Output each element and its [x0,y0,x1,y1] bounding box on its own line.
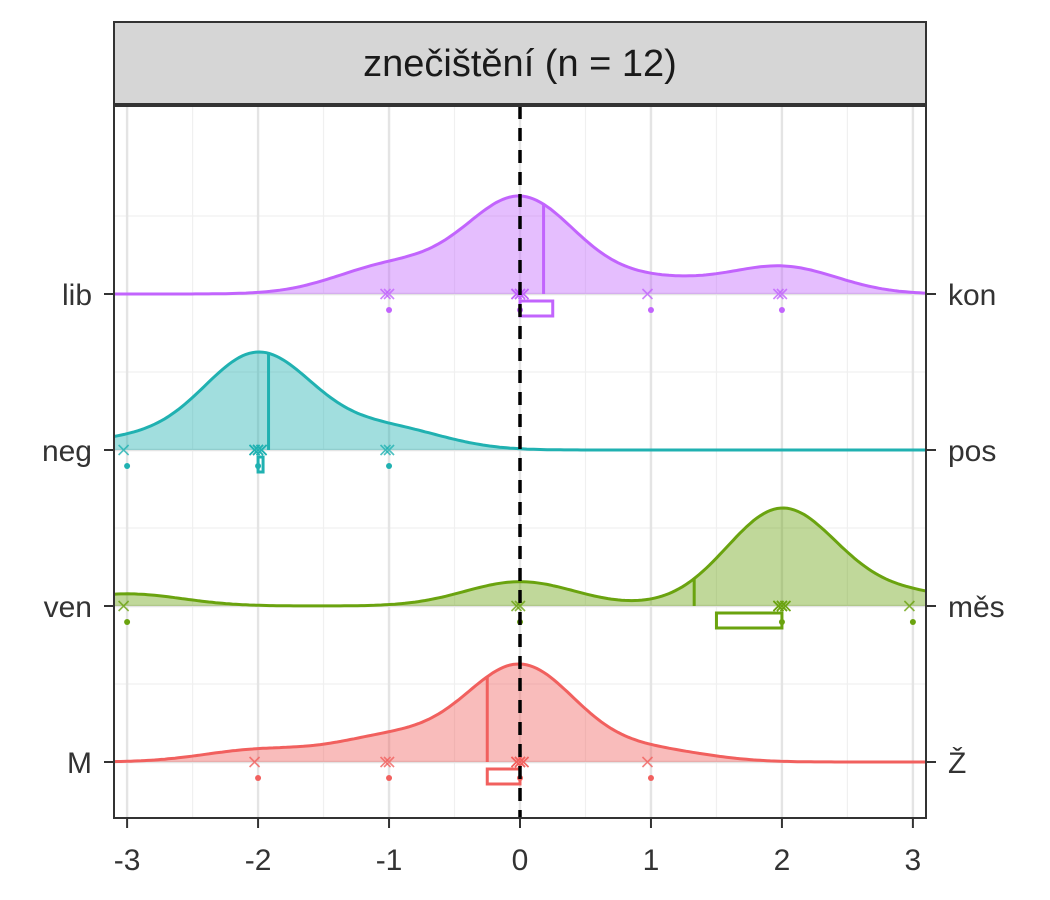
left-tick-label: M [67,747,92,780]
ridge-ven-měs [113,506,927,630]
data-point-dot [647,307,654,313]
data-point-dot [386,775,393,781]
x-tick-label: 2 [774,844,791,877]
data-point-x [772,288,785,300]
data-point-x [641,288,654,300]
panel-strip: znečištění (n = 12) [113,21,927,105]
data-point-x [776,600,788,612]
data-point-dot [124,619,131,625]
data-point-x [776,288,788,300]
right-tick-label: kon [948,279,996,312]
data-point-x [379,756,392,768]
left-tick-label: ven [44,591,92,624]
data-point-x [514,600,526,612]
data-point-dot [255,775,262,781]
data-point-x [118,600,130,612]
data-point-x [772,600,785,612]
data-point-dot [386,307,393,313]
left-tick-label: neg [42,435,92,468]
density-area [114,508,926,606]
data-point-x [255,444,268,456]
data-point-x [510,756,523,768]
density-area [114,352,926,450]
data-point-dot [647,775,654,781]
panel-title: znečištění (n = 12) [363,43,677,85]
right-tick-label: pos [948,435,996,468]
x-tick-label: -1 [376,844,403,877]
x-tick-label: 3 [905,844,922,877]
data-point-x [383,444,395,456]
x-tick-label: -3 [114,844,141,877]
x-tick-label: 0 [512,844,529,877]
right-tick-label: měs [948,591,1005,624]
data-point-x [383,756,395,768]
data-point-dot [386,463,393,469]
left-tick-label: lib [62,279,92,312]
interval-box [256,455,265,474]
x-tick-label: 1 [643,844,660,877]
data-point-x [379,444,392,456]
interval-box [714,611,784,630]
data-point-dot [778,307,785,313]
data-point-x [379,288,392,300]
data-point-x [383,288,395,300]
data-point-x [641,756,654,768]
data-point-x [514,756,526,768]
data-point-dot [909,619,916,625]
plot-panel [113,105,927,819]
data-point-x [903,600,915,612]
x-tick-label: -2 [245,844,272,877]
axes: -3 -2 -1 0 1 2 3 lib kon neg pos ven měs M Ž [42,279,1005,877]
density-curve [113,506,927,608]
data-point-dot [124,463,131,469]
data-point-x [248,756,261,768]
right-tick-label: Ž [948,747,966,780]
data-point-x [118,444,130,456]
data-point-x [252,444,264,456]
